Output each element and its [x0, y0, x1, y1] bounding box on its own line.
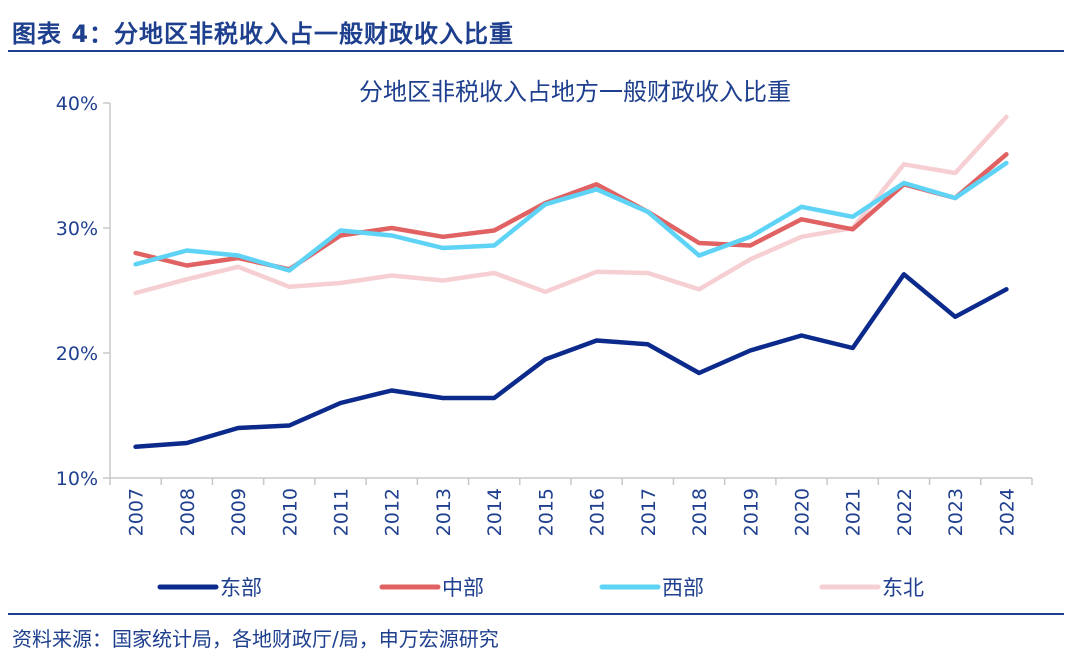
legend-label: 西部	[662, 576, 704, 600]
x-tick-label: 2021	[843, 488, 865, 536]
series-line	[133, 114, 1009, 296]
x-tick-label: 2013	[433, 488, 455, 536]
x-tick-label: 2019	[740, 488, 762, 536]
legend-label: 东北	[882, 576, 924, 600]
x-tick-label: 2022	[894, 488, 916, 536]
source-note: 资料来源：国家统计局，各地财政厅/局，申万宏源研究	[12, 627, 499, 651]
bottom-rule	[8, 613, 1064, 615]
x-tick-label: 2007	[126, 488, 148, 536]
x-tick-label: 2017	[638, 488, 660, 536]
series-layer	[133, 114, 1009, 450]
x-tick-label: 2020	[792, 488, 814, 536]
legend: 东部 中部 西部 东北	[157, 576, 924, 600]
series-line	[133, 160, 1009, 273]
series-line	[133, 272, 1009, 450]
x-tick-label: 2008	[177, 488, 199, 536]
x-tick-label: 2012	[382, 488, 404, 536]
legend-label: 东部	[220, 576, 262, 600]
legend-label: 中部	[442, 576, 484, 600]
top-rule	[8, 50, 1064, 52]
series-line	[133, 152, 1009, 272]
y-tick-label: 30%	[56, 218, 98, 240]
x-tick-label: 2009	[228, 488, 250, 536]
y-tick-label: 10%	[56, 468, 98, 490]
x-tick-label: 2014	[484, 488, 506, 536]
axes: 10% 20% 30% 40% 2007 2008 2009 2010 2011 2012 2013…	[56, 93, 1033, 536]
chart-title: 分地区非税收入占地方一般财政收入比重	[359, 78, 791, 106]
figure-title: 图表 4：分地区非税收入占一般财政收入比重	[12, 20, 515, 48]
x-tick-label: 2023	[945, 488, 967, 536]
x-tick-label: 2016	[587, 488, 609, 536]
y-tick-label: 20%	[56, 343, 98, 365]
x-tick-label: 2018	[689, 488, 711, 536]
x-tick-label: 2015	[535, 488, 557, 536]
x-tick-label: 2011	[331, 488, 353, 536]
y-tick-label: 40%	[56, 93, 98, 115]
x-tick-label: 2024	[996, 488, 1018, 536]
x-tick-label: 2010	[279, 488, 301, 536]
